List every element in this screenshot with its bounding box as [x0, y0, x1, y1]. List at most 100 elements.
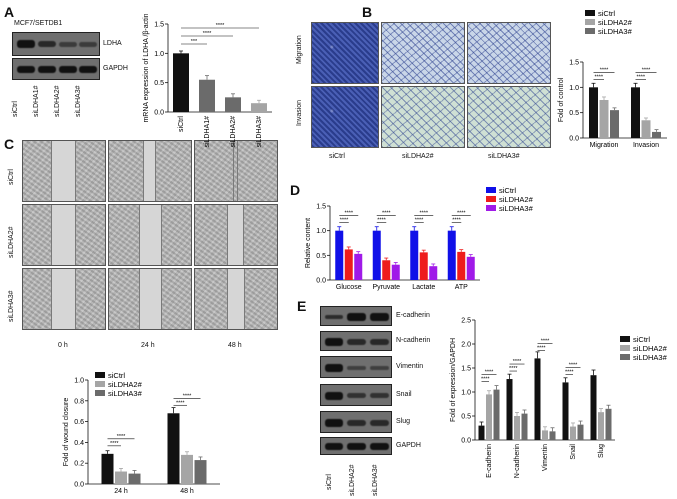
- bar: [354, 253, 363, 280]
- invasion-image-sictrl: [311, 86, 379, 148]
- bar: [173, 53, 189, 112]
- panel-b-letter: B: [362, 4, 373, 20]
- significance-label: ****: [419, 211, 428, 217]
- y-tick-label: 1.0: [316, 228, 326, 235]
- legend-swatch: [620, 345, 630, 351]
- y-tick-label: 0.5: [461, 414, 471, 421]
- legend-label: siLDHA3#: [633, 353, 668, 362]
- bar: [410, 230, 419, 280]
- bar: [391, 264, 400, 280]
- legend-swatch: [486, 196, 496, 202]
- legend-swatch: [95, 381, 105, 387]
- y-axis-label: Relative content: [305, 218, 312, 268]
- wound-image-sildha2-48h: [194, 204, 278, 266]
- bar: [101, 453, 114, 484]
- y-tick-label: 0.2: [74, 461, 84, 468]
- panel-a-letter: A: [4, 4, 15, 20]
- blot-a-title: MCF7/SETDB1: [14, 20, 63, 27]
- panel-b-col-label: siCtrl: [329, 153, 345, 160]
- panel-c-col-label: 48 h: [228, 342, 242, 349]
- category-label: Slug: [598, 444, 605, 458]
- legend-label: siLDHA3#: [499, 204, 534, 213]
- legend-label: siCtrl: [499, 186, 516, 195]
- blot-e-ecadherin: [320, 306, 392, 326]
- y-tick-label: 1.0: [569, 85, 579, 92]
- wound-image-sictrl-48h: [194, 140, 278, 202]
- bar: [577, 424, 584, 440]
- bar: [382, 260, 391, 280]
- significance-label: ****: [176, 400, 185, 406]
- panel-c-col-label: 24 h: [141, 342, 155, 349]
- legend-swatch: [95, 372, 105, 378]
- bar: [128, 473, 141, 484]
- wound-image-sildha3-24h: [108, 268, 192, 330]
- legend-label: siLDHA2#: [598, 18, 633, 27]
- bar: [610, 110, 619, 138]
- panel-e-letter: E: [297, 298, 307, 314]
- significance-label: ****: [382, 211, 391, 217]
- y-tick-label: 0.5: [569, 110, 579, 117]
- significance-label: ****: [636, 74, 645, 80]
- legend-swatch: [620, 354, 630, 360]
- category-label: Pyruvate: [372, 284, 400, 291]
- chart-e: 0.0 0.5 1.0 1.5 2.0 2.5 Fold of expression/GAP…: [450, 318, 668, 479]
- bar: [590, 375, 597, 440]
- migration-image-sildha3: [467, 22, 551, 84]
- y-tick-label: 0.5: [316, 253, 326, 260]
- y-tick-label: 1.0: [154, 51, 164, 58]
- significance-label: ****: [415, 218, 424, 224]
- blot-a-row-label: LDHA: [103, 40, 122, 47]
- blot-a-row-label: GAPDH: [103, 65, 128, 72]
- bar: [598, 412, 604, 440]
- bar: [549, 431, 556, 440]
- bar: [562, 382, 569, 440]
- bar: [631, 87, 640, 138]
- y-axis-label: Fold of control: [558, 77, 565, 122]
- y-tick-label: 0.0: [569, 136, 579, 143]
- significance-label: ****: [509, 366, 518, 372]
- blot-a-ldha: [12, 32, 100, 56]
- blot-e-vimentin: [320, 356, 392, 378]
- blot-e-ncadherin: [320, 331, 392, 351]
- bar: [194, 460, 207, 484]
- legend-swatch: [585, 19, 595, 25]
- y-tick-label: 1.5: [154, 22, 164, 29]
- legend-swatch: [585, 28, 595, 34]
- category-label: 48 h: [180, 488, 194, 495]
- significance-label: ****: [642, 67, 651, 73]
- legend-label: siLDHA3#: [598, 27, 633, 36]
- significance-label: ****: [481, 377, 490, 383]
- significance-label: ***: [191, 39, 198, 45]
- legend-label: siCtrl: [598, 9, 615, 18]
- bar: [534, 358, 541, 440]
- bar: [181, 454, 193, 484]
- category-label: Glucose: [336, 284, 362, 291]
- bar: [115, 471, 127, 484]
- panel-b-col-label: siLDHA2#: [402, 153, 434, 160]
- bar: [335, 230, 344, 280]
- legend-label: siLDHA2#: [499, 195, 534, 204]
- category-label: E-cadherin: [486, 444, 493, 478]
- wound-image-sictrl-24h: [108, 140, 192, 202]
- category-label: Migration: [590, 142, 619, 149]
- significance-label: ****: [344, 211, 353, 217]
- y-tick-label: 2.5: [461, 318, 471, 325]
- bar: [199, 79, 215, 112]
- bar: [344, 249, 353, 280]
- migration-image-sildha2: [381, 22, 465, 84]
- blot-a-gapdh: [12, 58, 100, 80]
- category-label: Invasion: [633, 142, 659, 149]
- bar: [521, 413, 528, 440]
- bar: [429, 266, 438, 280]
- y-tick-label: 0.6: [74, 419, 84, 426]
- wound-image-sildha3-48h: [194, 268, 278, 330]
- y-tick-label: 1.5: [316, 204, 326, 211]
- significance-label: ****: [485, 370, 494, 376]
- legend-label: siCtrl: [108, 371, 125, 380]
- significance-label: ****: [452, 218, 461, 224]
- chart-c: 0.0 0.2 0.4 0.6 0.8 1.0 Fold of wound closure 2…: [63, 371, 220, 495]
- bar: [466, 256, 475, 280]
- category-label: siCtrl: [178, 116, 185, 132]
- bar: [225, 97, 241, 112]
